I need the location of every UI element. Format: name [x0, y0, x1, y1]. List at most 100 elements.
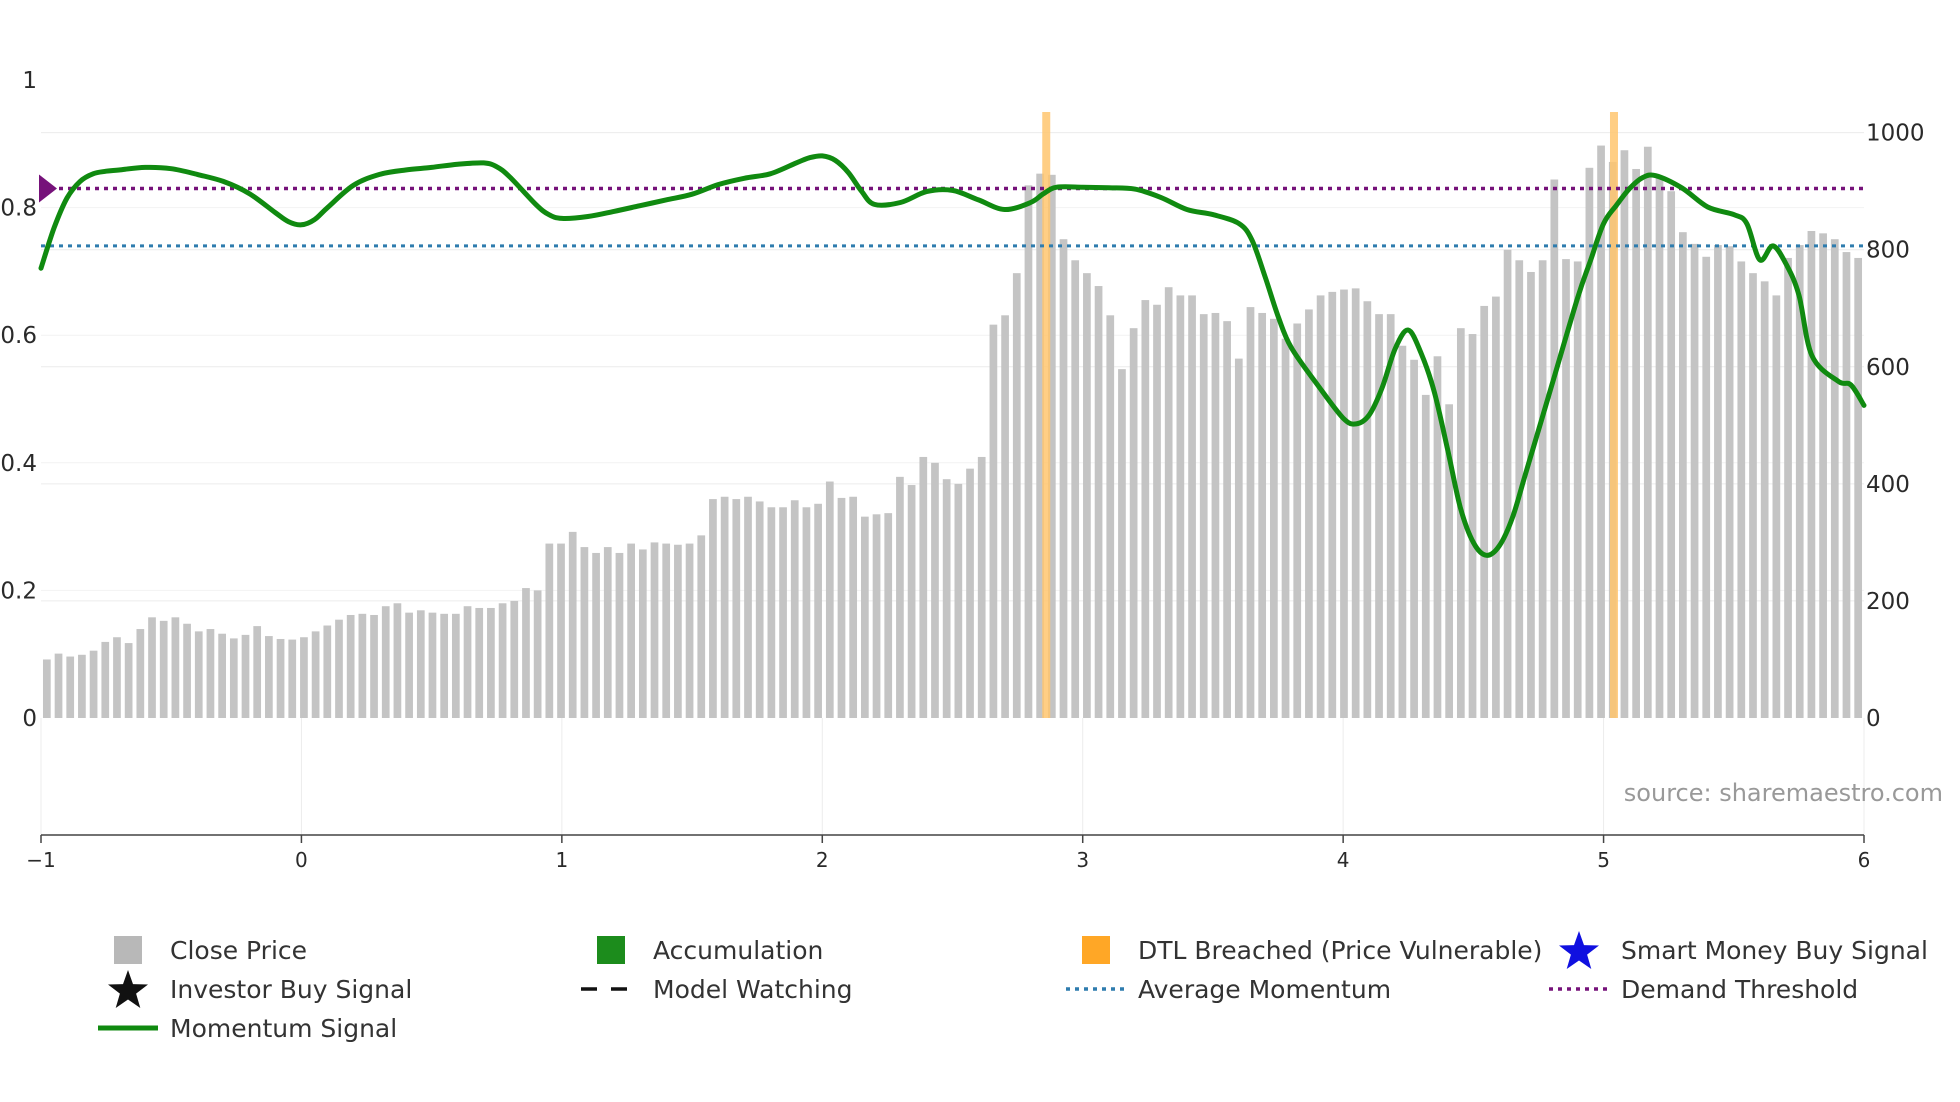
close-price-bar	[802, 507, 811, 718]
close-price-bar	[323, 625, 332, 718]
close-price-bar	[1445, 404, 1453, 718]
close-price-bar	[674, 544, 682, 718]
legend-label: Demand Threshold	[1621, 975, 1858, 1004]
close-price-bar	[1842, 252, 1851, 718]
close-price-bar	[1363, 301, 1372, 718]
close-price-bar	[335, 619, 343, 718]
legend-label: Close Price	[170, 936, 307, 965]
close-price-bar	[919, 456, 928, 718]
close-price-bar	[989, 324, 998, 718]
close-price-bar	[1468, 334, 1477, 718]
close-price-bar	[171, 617, 180, 718]
close-price-bar	[416, 610, 425, 718]
close-price-bar	[1503, 249, 1512, 719]
close-price-bar	[42, 659, 51, 718]
close-price-bar	[1047, 174, 1056, 718]
close-price-bar	[358, 613, 367, 718]
legend-item-watching: Model Watching	[581, 975, 853, 1004]
legend-item-close: Close Price	[114, 936, 307, 965]
close-price-bar	[790, 500, 799, 718]
right-tick-label: 0	[1866, 706, 1881, 732]
legend-swatch	[597, 936, 625, 964]
close-price-bar	[1106, 315, 1115, 718]
close-price-bar	[1036, 173, 1044, 718]
close-price-bar	[1199, 314, 1208, 718]
close-price-bar	[1772, 295, 1781, 718]
right-tick-label: 800	[1866, 238, 1910, 264]
left-tick-label: 0.6	[0, 323, 37, 349]
gridlines	[40, 132, 1865, 835]
close-price-bar	[825, 481, 834, 718]
legend-item-avgmom: Average Momentum	[1066, 975, 1391, 1004]
close-price-bar	[1375, 314, 1383, 718]
close-price-bar	[580, 547, 589, 718]
close-price-bar	[896, 476, 904, 718]
close-price-bar	[697, 535, 706, 718]
close-price-bar	[545, 543, 554, 718]
close-price-bar	[101, 641, 110, 718]
right-axis-ticks: 0 200 400 600 800 1000	[1866, 121, 1925, 732]
x-tick-label: 4	[1337, 848, 1350, 872]
close-price-bar	[1176, 295, 1185, 718]
left-tick-label: 1	[22, 68, 37, 94]
close-price-bar	[1749, 273, 1757, 718]
close-price-bar	[755, 501, 764, 718]
close-price-bar	[884, 513, 893, 718]
right-tick-label: 200	[1866, 589, 1910, 615]
close-price-bar	[1305, 309, 1313, 718]
legend-label: Accumulation	[653, 936, 823, 965]
close-price-bar	[346, 614, 355, 718]
legend-label: Average Momentum	[1138, 975, 1391, 1004]
close-price-bar	[837, 497, 846, 718]
close-price-bar	[1164, 287, 1173, 718]
close-price-bar	[1760, 281, 1769, 718]
close-price-bar	[592, 552, 600, 718]
close-price-bar	[183, 623, 191, 718]
close-price-bar	[475, 607, 484, 718]
close-price-bar	[1550, 179, 1559, 718]
close-price-bar	[1246, 307, 1255, 718]
close-price-bar	[1258, 312, 1267, 718]
close-price-bar	[1702, 256, 1711, 718]
momentum-signal-line	[38, 153, 1867, 558]
close-price-bar	[872, 514, 881, 718]
close-price-bar	[206, 629, 215, 718]
close-price-bar	[311, 631, 320, 718]
legend-label: DTL Breached (Price Vulnerable)	[1138, 936, 1542, 965]
close-price-bar	[685, 543, 694, 718]
x-tick-label: 2	[816, 848, 829, 872]
close-price-bar	[1795, 245, 1804, 718]
close-price-bar	[194, 631, 203, 718]
close-price-bar	[709, 499, 717, 718]
close-price-bar	[54, 653, 63, 718]
close-price-bar	[136, 629, 145, 718]
legend-swatch	[114, 936, 142, 964]
x-tick-label: 1	[555, 848, 568, 872]
close-price-bar	[533, 590, 542, 718]
close-price-bar	[1725, 246, 1734, 719]
right-tick-label: 400	[1866, 472, 1910, 498]
close-price-bar	[1270, 318, 1278, 718]
legend-item-demand: Demand Threshold	[1549, 975, 1858, 1004]
close-price-bar	[1737, 261, 1746, 718]
close-price-bar	[1141, 300, 1150, 718]
close-price-bar	[1456, 328, 1465, 718]
close-price-bar	[440, 613, 449, 718]
left-tick-label: 0	[22, 706, 37, 732]
x-tick-label: 6	[1858, 848, 1871, 872]
close-price-bar	[381, 606, 390, 718]
close-price-bar	[1351, 288, 1360, 718]
close-price-bar	[148, 617, 156, 718]
close-price-bar	[942, 479, 951, 718]
close-price-bar	[78, 654, 86, 718]
close-price-bar	[89, 650, 98, 718]
close-price-bar	[1714, 245, 1722, 718]
legend-label: Model Watching	[653, 975, 853, 1004]
close-price-bar	[1410, 359, 1418, 718]
close-price-bar	[1585, 167, 1594, 719]
close-price-bar	[1597, 145, 1605, 718]
close-price-bar	[253, 626, 262, 718]
x-tick-label: 3	[1076, 848, 1089, 872]
close-price-bar	[744, 496, 752, 718]
